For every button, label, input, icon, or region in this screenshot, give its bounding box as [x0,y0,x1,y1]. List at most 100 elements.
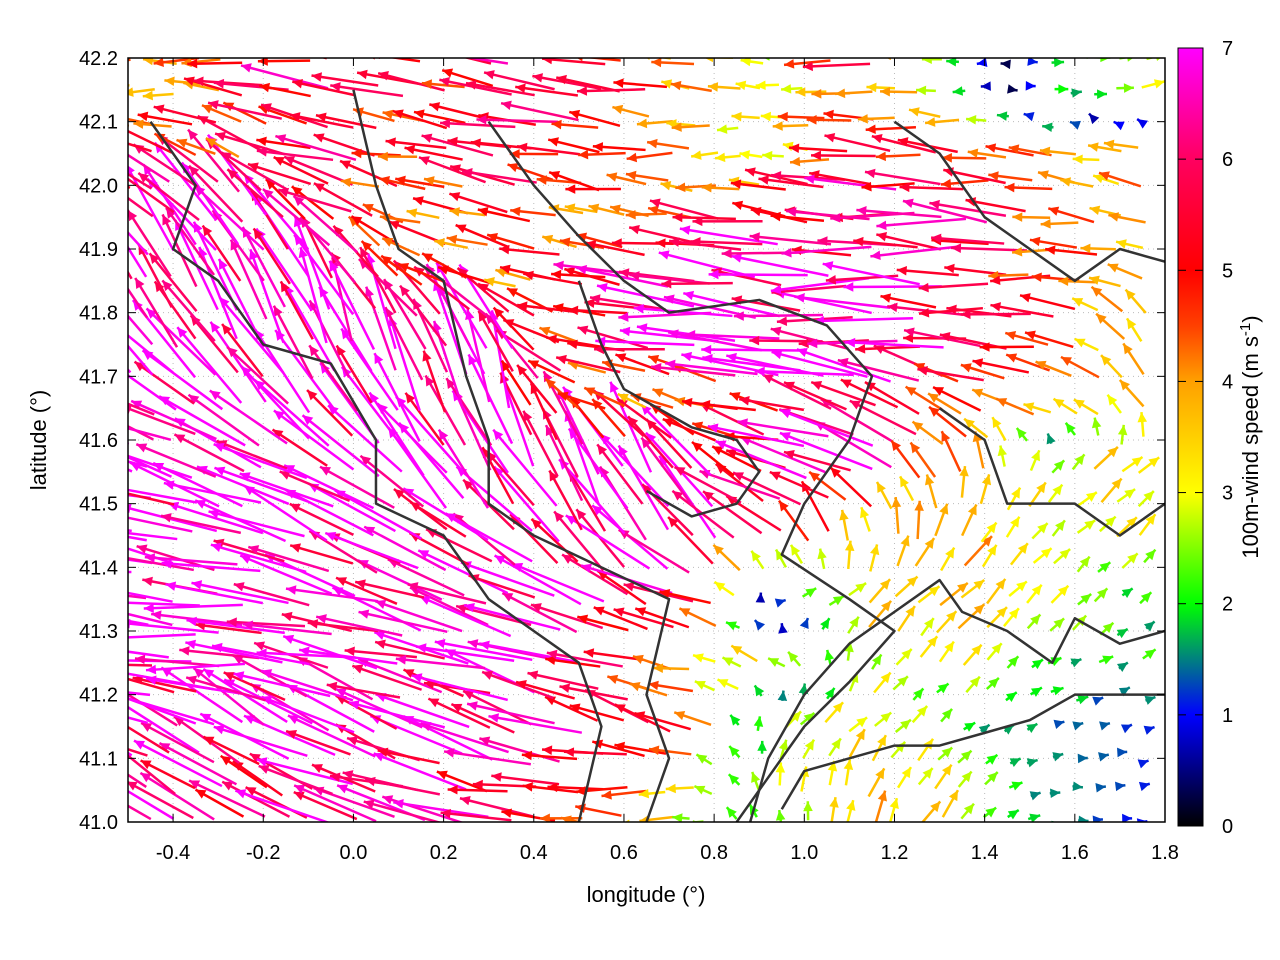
wind-arrow [128,751,133,757]
wind-arrow [455,223,509,249]
wind-arrow [856,206,942,219]
wind-arrow-head [50,729,61,739]
wind-arrow-head [669,237,680,247]
wind-arrow-shaft [275,134,357,162]
wind-arrow-head [281,611,293,622]
wind-arrow-shaft [243,484,328,542]
wind-arrow-head [478,310,488,322]
wind-arrow-head [164,76,175,87]
wind-arrow-shaft [769,470,829,499]
wind-arrow [335,576,398,605]
wind-arrow-head [607,674,619,684]
wind-arrow [553,510,605,572]
wind-arrow-head [530,603,542,613]
wind-arrow [173,433,245,473]
wind-arrow-shaft [583,650,644,662]
wind-arrow [940,708,953,723]
wind-arrow-head [82,659,92,669]
wind-arrow [1071,453,1086,471]
wind-arrow-shaft [128,454,193,479]
wind-arrow [404,392,445,446]
wind-arrow [918,282,989,293]
wind-arrow-shaft [253,379,330,447]
wind-arrow-head [832,702,844,713]
wind-arrow [699,400,756,412]
wind-arrow-head [347,736,358,746]
wind-arrow-shaft [226,620,306,628]
wind-arrow [593,606,648,631]
wind-arrow-head [902,198,914,208]
wind-arrow-shaft [289,502,354,537]
wind-arrow [289,502,354,537]
wind-arrow-head [214,466,226,476]
wind-arrow [372,58,421,63]
wind-arrow-head [531,518,542,530]
wind-arrow [247,162,312,186]
wind-arrow [133,739,223,788]
wind-arrow-head [320,466,332,476]
wind-arrow-head [822,261,834,271]
wind-arrow-head [399,34,410,43]
wind-arrow [1031,658,1044,670]
wind-arrow-shaft [285,729,351,756]
wind-arrow-head [790,544,801,556]
wind-arrow-shaft [128,804,152,821]
wind-arrow-head [459,796,471,806]
wind-arrow [932,386,982,412]
wind-arrow [373,352,421,442]
wind-arrow [822,261,920,286]
wind-arrow-head [194,185,206,197]
wind-arrow [806,115,852,125]
wind-arrow-head [112,717,123,726]
wind-arrow-head [177,327,188,338]
wind-arrow-head [843,282,854,292]
wind-arrow-head [670,80,682,91]
wind-arrow-shaft [568,470,607,532]
wind-arrow [646,138,690,150]
wind-arrow-head [200,713,212,723]
wind-arrow-head [189,780,201,790]
wind-arrow-head [411,673,423,683]
wind-arrow-head [211,642,223,653]
wind-arrow-head [891,440,902,452]
wind-arrow-head [777,111,788,122]
wind-arrow [548,171,600,192]
wind-arrow-shaft [128,622,219,634]
wind-arrow-head [546,334,557,345]
wind-arrow-head [1048,206,1060,216]
wind-arrow-shaft [128,697,215,726]
wind-arrow-head [242,227,252,238]
wind-arrow-shaft [128,612,173,627]
wind-arrow [904,385,943,411]
wind-arrow [128,402,155,416]
wind-arrow [1047,206,1095,224]
wind-arrow-shaft [516,303,577,314]
wind-arrow-head [985,807,997,818]
wind-arrow-shaft [679,227,778,246]
y-tick-label: 41.9 [79,239,118,261]
wind-arrow [1019,293,1076,311]
wind-arrow [1138,513,1157,536]
wind-arrow-head [262,189,274,200]
wind-arrow-head [494,555,506,565]
wind-arrow-head [737,418,748,428]
wind-arrow-head [865,124,876,135]
wind-arrow-shaft [128,492,175,506]
terrain-contours [149,89,1165,822]
wind-arrow-head [542,58,553,65]
wind-arrow-shaft [530,518,579,563]
wind-arrow [668,237,742,251]
wind-arrow-shaft [293,791,358,821]
wind-arrow-head [1070,658,1082,668]
wind-arrow [1099,515,1117,533]
wind-arrow [729,714,741,726]
wind-arrow-head [1072,154,1083,165]
wind-arrow-head [1053,58,1065,68]
wind-arrow [576,58,621,62]
wind-arrow-head [515,83,526,93]
wind-arrow [853,236,918,249]
wind-arrow-head [960,309,971,320]
wind-arrow-head [249,753,261,763]
wind-arrow [625,170,669,182]
wind-arrow [755,80,779,91]
